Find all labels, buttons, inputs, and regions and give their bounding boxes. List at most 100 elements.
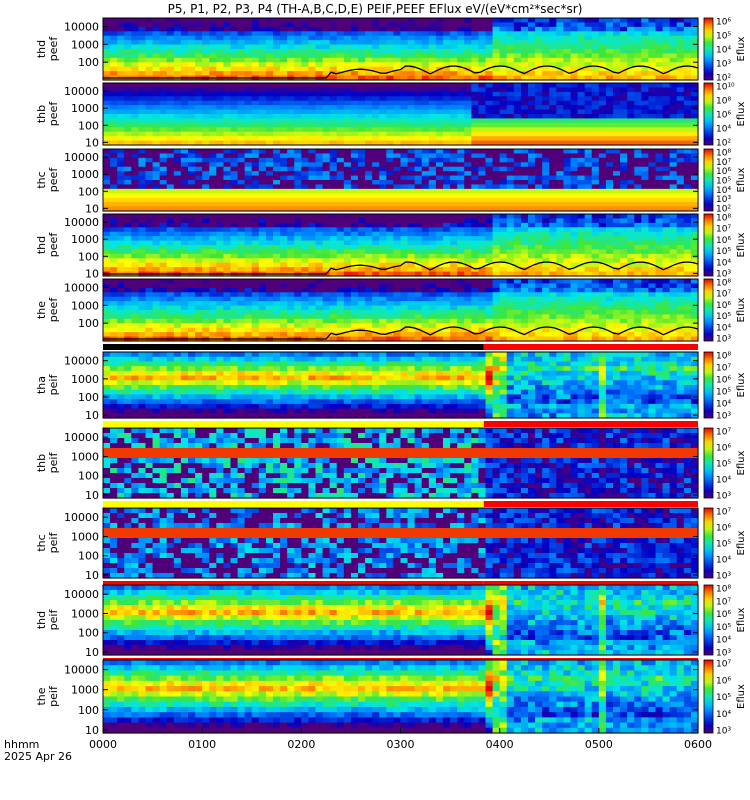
colorbar-tick-label: 10⁷ bbox=[716, 428, 731, 438]
colorbar-tick-label: 10⁴ bbox=[716, 125, 731, 135]
colorbar-tick-label: 10⁷ bbox=[716, 290, 731, 300]
colorbar-tick-label: 10⁴ bbox=[716, 400, 731, 410]
colorbar bbox=[703, 584, 714, 656]
y-axis-label-probe: thd bbox=[35, 40, 48, 58]
y-axis-label-product: peef bbox=[47, 232, 60, 258]
colorbar bbox=[703, 17, 714, 81]
y-axis-label-product: peif bbox=[47, 532, 60, 554]
colorbar-tick-label: 10⁴ bbox=[716, 323, 731, 333]
y-tick-label: 100 bbox=[78, 250, 99, 263]
mode-status-bar bbox=[483, 421, 698, 427]
colorbar-tick-label: 10⁴ bbox=[716, 258, 731, 268]
potential-curve bbox=[103, 326, 699, 340]
colorbar-tick-label: 10⁶ bbox=[716, 111, 731, 121]
y-tick-label: 100 bbox=[78, 470, 99, 483]
colorbar-tick-label: 10⁷ bbox=[716, 660, 731, 670]
x-tick-label: 0400 bbox=[486, 738, 514, 751]
y-tick-label: 1000 bbox=[71, 530, 99, 543]
y-tick-label: 10000 bbox=[64, 151, 99, 164]
colorbar-tick-label: 10³ bbox=[716, 572, 731, 582]
colorbar-tick-label: 10⁷ bbox=[716, 508, 731, 518]
figure-title: P5, P1, P2, P3, P4 (TH-A,B,C,D,E) PEIF,P… bbox=[167, 2, 583, 16]
y-axis-label-probe: thb bbox=[35, 454, 48, 472]
colorbar bbox=[703, 507, 714, 579]
colorbar-label: Eflux bbox=[736, 36, 747, 61]
colorbar-tick-label: 10⁵ bbox=[716, 623, 731, 633]
colorbar-tick-label: 10⁸ bbox=[716, 352, 731, 362]
colorbar-label: Eflux bbox=[736, 232, 747, 257]
spectrogram-panel: 10000 1000 100 10 tha peif 10⁸ 10⁷ 10⁶ 10⁵ 10⁴ 10³ E… bbox=[35, 351, 747, 427]
colorbar-tick-label: 10⁶ bbox=[716, 444, 731, 454]
colorbar bbox=[703, 148, 714, 212]
colorbar-tick-label: 10¹⁰ bbox=[716, 83, 735, 93]
colorbar bbox=[703, 82, 714, 146]
y-axis-label-probe: the bbox=[35, 687, 48, 705]
x-tick-label: 0600 bbox=[684, 738, 712, 751]
colorbar-tick-label: 10⁶ bbox=[716, 167, 731, 177]
colorbar-label: Eflux bbox=[736, 530, 747, 555]
y-tick-label: 1000 bbox=[71, 450, 99, 463]
y-tick-label: 10000 bbox=[64, 664, 99, 677]
y-tick-label: 100 bbox=[78, 317, 99, 330]
colorbar bbox=[703, 351, 714, 419]
y-tick-label: 100 bbox=[78, 704, 99, 717]
x-tick-label: 0300 bbox=[387, 738, 415, 751]
colorbar-tick-label: 10⁸ bbox=[716, 214, 731, 224]
x-tick-label: 0100 bbox=[188, 738, 216, 751]
y-tick-label: 10000 bbox=[64, 511, 99, 524]
colorbar-tick-label: 10⁵ bbox=[716, 177, 731, 187]
x-tick-label: 0500 bbox=[585, 738, 613, 751]
colorbar-tick-label: 10⁵ bbox=[716, 693, 731, 703]
colorbar-tick-label: 10⁴ bbox=[716, 186, 731, 196]
y-axis-label-product: peef bbox=[47, 167, 60, 193]
y-tick-label: 100 bbox=[78, 185, 99, 198]
y-axis-label-probe: thd bbox=[35, 236, 48, 254]
y-axis-label-product: peef bbox=[47, 36, 60, 62]
mode-status-bar bbox=[483, 581, 698, 587]
y-axis-label-product: peef bbox=[47, 101, 60, 127]
colorbar-tick-label: 10⁸ bbox=[716, 279, 731, 289]
x-tick-label: 0200 bbox=[287, 738, 315, 751]
colorbar-tick-label: 10² bbox=[716, 205, 731, 215]
colorbar-tick-label: 10⁵ bbox=[716, 247, 731, 257]
colorbar-tick-label: 10⁵ bbox=[716, 460, 731, 470]
y-tick-label: 1000 bbox=[71, 168, 99, 181]
y-axis-label-product: peif bbox=[47, 374, 60, 396]
mode-status-bar bbox=[103, 344, 484, 350]
colorbar-tick-label: 10⁸ bbox=[716, 585, 731, 595]
y-tick-label: 10000 bbox=[64, 21, 99, 34]
colorbar-tick-label: 10³ bbox=[716, 335, 731, 345]
spectrogram-panel: 10000 1000 100 10 thc peif 10⁷ 10⁶ 10⁵ 10⁴ 10³ Eflu… bbox=[35, 507, 747, 587]
y-tick-label: 10000 bbox=[64, 85, 99, 98]
mode-status-bar bbox=[103, 421, 484, 427]
colorbar-tick-label: 10³ bbox=[716, 195, 731, 205]
colorbar-tick-label: 10⁶ bbox=[716, 610, 731, 620]
colorbar-label: Eflux bbox=[736, 297, 747, 322]
colorbar-tick-label: 10⁴ bbox=[716, 476, 731, 486]
y-tick-label: 100 bbox=[78, 627, 99, 640]
y-tick-label: 10 bbox=[85, 569, 99, 582]
y-tick-label: 1000 bbox=[71, 102, 99, 115]
mode-status-bar bbox=[103, 581, 484, 587]
y-tick-label: 10 bbox=[85, 409, 99, 422]
colorbar-tick-label: 10⁵ bbox=[716, 540, 731, 550]
colorbar-tick-label: 10⁶ bbox=[716, 18, 731, 28]
colorbar-tick-label: 10⁸ bbox=[716, 97, 731, 107]
colorbar-tick-label: 10³ bbox=[716, 270, 731, 280]
colorbar-tick-label: 10⁸ bbox=[716, 149, 731, 159]
colorbar-label: Eflux bbox=[736, 684, 747, 709]
y-tick-label: 1000 bbox=[71, 299, 99, 312]
y-axis-label-product: peif bbox=[47, 609, 60, 631]
spectrogram-panel: 10000 1000 100 10 thb peef 10¹⁰ 10⁸ 10⁶ 10⁴ 10² Efl… bbox=[35, 82, 747, 149]
colorbar bbox=[703, 427, 714, 499]
y-axis-label-probe: thc bbox=[35, 171, 48, 188]
colorbar-tick-label: 10⁶ bbox=[716, 236, 731, 246]
colorbar-tick-label: 10³ bbox=[716, 492, 731, 502]
colorbar-label: Eflux bbox=[736, 450, 747, 475]
y-tick-label: 10000 bbox=[64, 355, 99, 368]
x-axis-time-label: hhmm bbox=[4, 738, 40, 751]
colorbar-tick-label: 10⁶ bbox=[716, 301, 731, 311]
potential-curve bbox=[103, 261, 699, 275]
